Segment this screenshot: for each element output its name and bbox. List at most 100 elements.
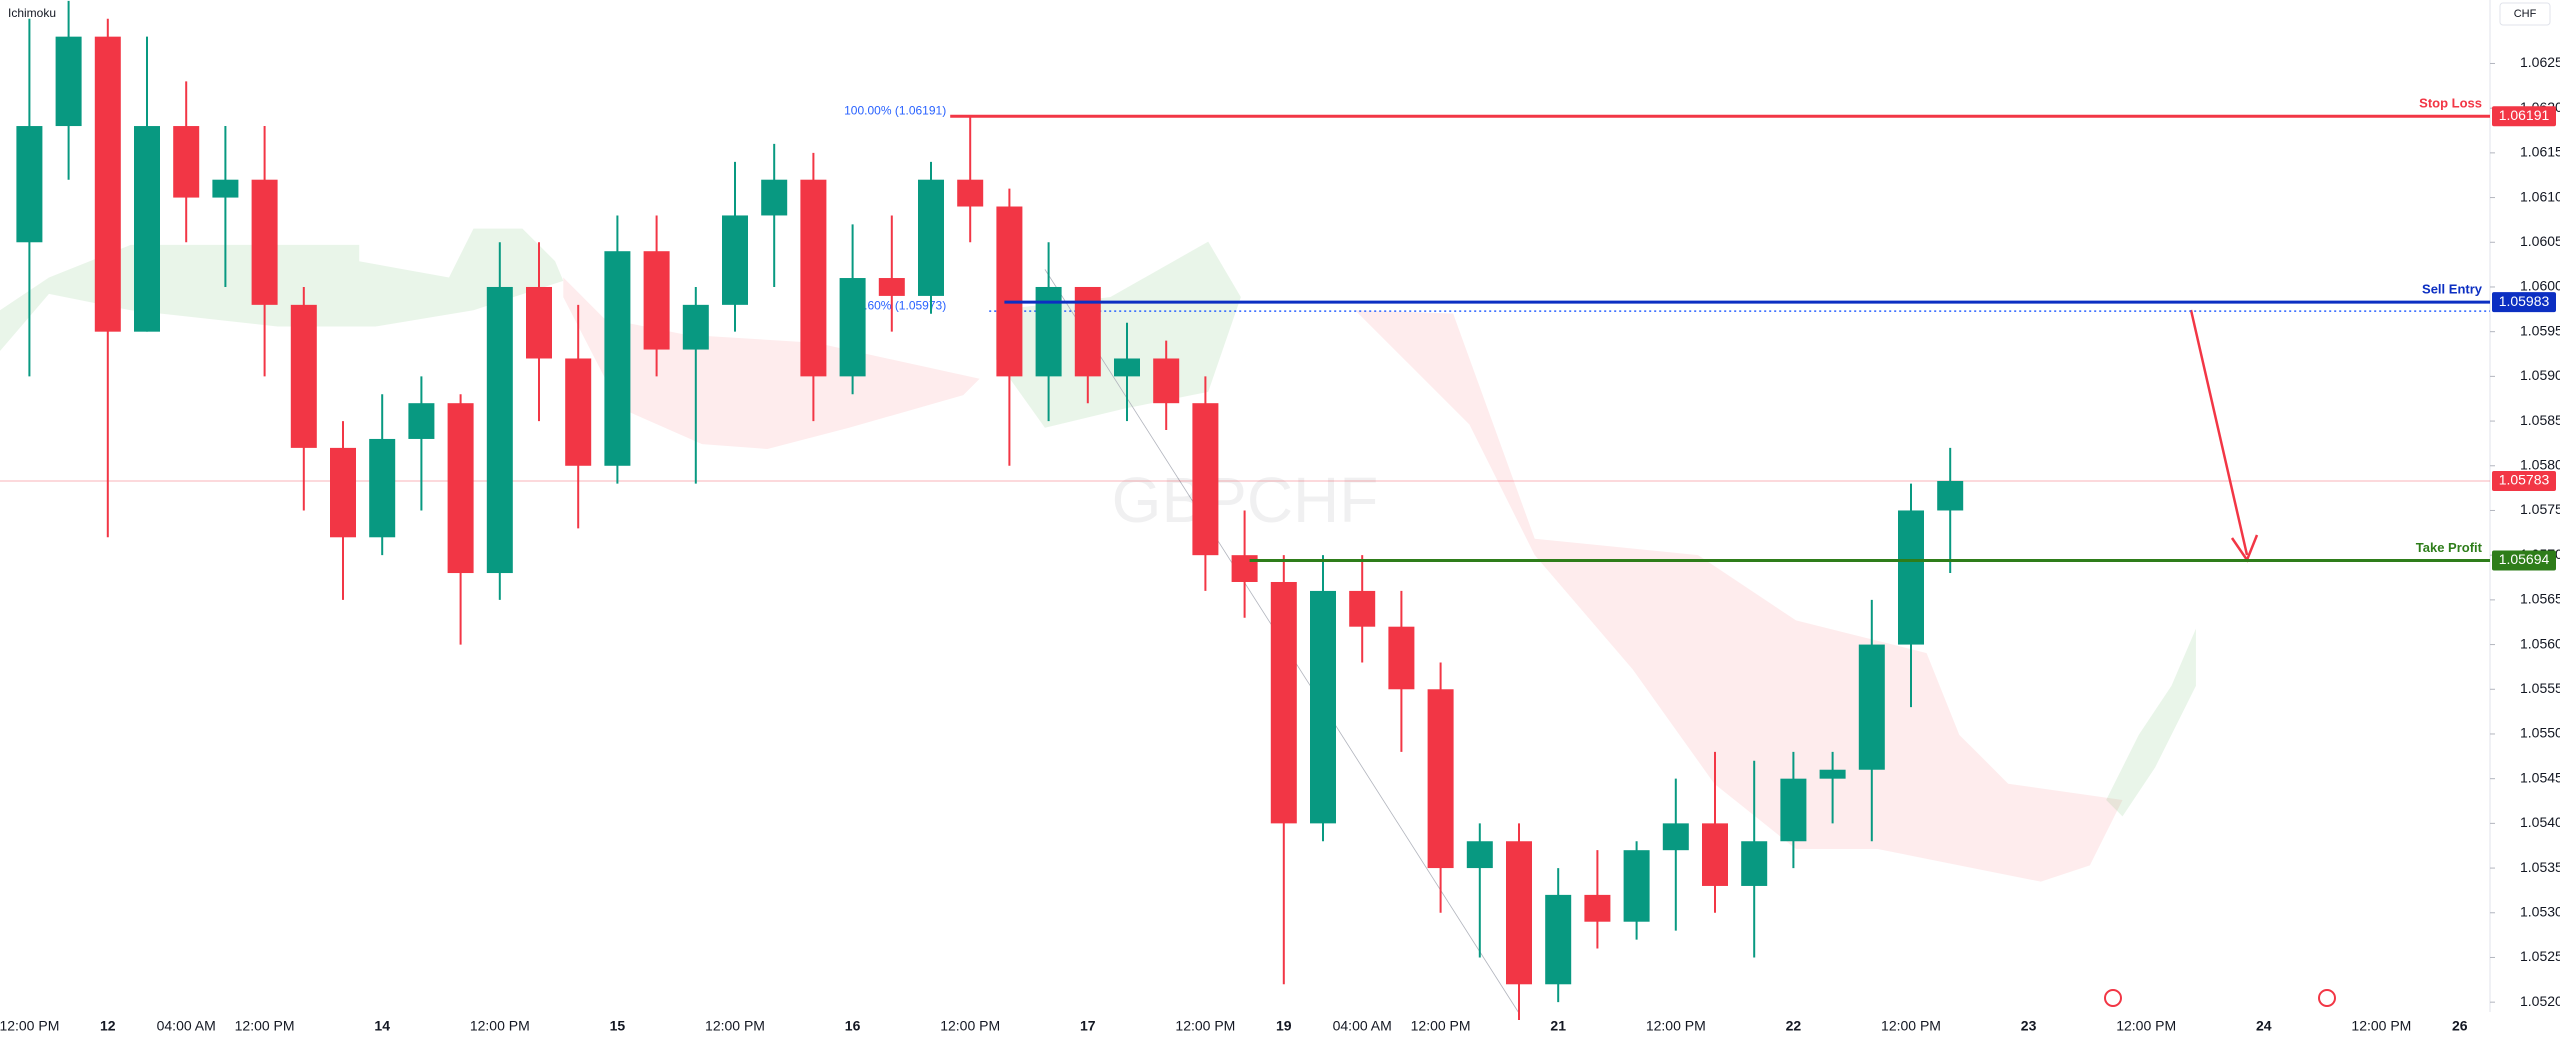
candle-body: [996, 206, 1023, 377]
event-icon[interactable]: [2104, 989, 2122, 1007]
candle-body: [408, 403, 435, 439]
currency: CHF: [2514, 8, 2537, 20]
candle-body: [173, 126, 200, 198]
x-tick-label: 21: [1550, 1018, 1566, 1034]
candle-body: [1819, 769, 1846, 779]
candle-body: [1074, 286, 1101, 377]
current-price-box: [2492, 470, 2556, 491]
candle-body: [16, 126, 43, 243]
candle-body: [212, 179, 239, 198]
candle-body: [1114, 358, 1140, 377]
candle-body: [1466, 841, 1493, 869]
fib-label: 100.00% (1.06191): [844, 103, 946, 117]
y-tick-label: 1.05350: [2520, 859, 2560, 875]
candle-body: [800, 179, 827, 377]
level-name: Stop Loss: [2419, 96, 2482, 111]
candle-body: [526, 286, 552, 359]
level-price-box: [2492, 550, 2556, 571]
x-tick-label: 15: [610, 1018, 626, 1034]
candle-body: [1035, 286, 1062, 377]
y-tick-label: 1.06150: [2520, 144, 2560, 160]
y-tick-label: 1.05400: [2520, 814, 2560, 830]
x-tick-label: 04:00 AM: [1333, 1018, 1392, 1034]
y-tick-label: 1.05550: [2520, 680, 2560, 696]
level-price-box: [2492, 292, 2556, 313]
level-price: 1.06191: [2499, 107, 2550, 123]
candle-body: [643, 251, 670, 350]
level-price: 1.05694: [2499, 551, 2550, 567]
candle-body: [1584, 894, 1611, 922]
y-tick-label: 1.05450: [2520, 769, 2560, 785]
y-tick-label: 1.05650: [2520, 591, 2560, 607]
candle-body: [1388, 626, 1415, 690]
candle-body: [330, 447, 356, 538]
x-tick-label: 12:00 PM: [0, 1018, 59, 1034]
x-tick-label: 04:00 AM: [157, 1018, 216, 1034]
y-tick-label: 1.05600: [2520, 635, 2560, 651]
candle-body: [1192, 403, 1219, 556]
level-price: 1.05983: [2499, 293, 2550, 309]
level-price-box: [2492, 106, 2556, 127]
candle-body: [1662, 823, 1689, 851]
candle-body: [1427, 689, 1454, 869]
x-tick-label: 16: [845, 1018, 861, 1034]
x-tick-label: 12: [100, 1018, 116, 1034]
sell-arrow: [2189, 309, 2259, 563]
candle-body: [957, 179, 984, 207]
level-name: Sell Entry: [2422, 282, 2483, 297]
y-tick-label: 1.05800: [2520, 456, 2560, 472]
x-tick-label: 12:00 PM: [1411, 1018, 1471, 1034]
candle-body: [1702, 823, 1728, 886]
candle-body: [722, 215, 748, 305]
candle-body: [878, 278, 905, 296]
y-tick-label: 1.05750: [2520, 501, 2560, 517]
y-tick-label: 1.06100: [2520, 188, 2560, 204]
x-tick-label: 12:00 PM: [1175, 1018, 1235, 1034]
candle-body: [604, 251, 631, 466]
fib-label: 78.60% (1.05973): [851, 298, 946, 312]
x-tick-label: 12:00 PM: [1646, 1018, 1706, 1034]
candle-body: [290, 304, 317, 448]
candle-body: [1898, 510, 1924, 645]
candle-body: [1545, 894, 1572, 985]
x-tick-label: 17: [1080, 1018, 1096, 1034]
event-icon[interactable]: [2318, 989, 2336, 1007]
candle-body: [1349, 590, 1376, 627]
x-tick-label: 19: [1276, 1018, 1292, 1034]
candle-body: [1310, 590, 1336, 824]
currency-button[interactable]: [2499, 2, 2551, 26]
candle-body: [1506, 841, 1532, 985]
x-tick-label: 26: [2452, 1018, 2468, 1034]
candle-body: [1937, 480, 1964, 511]
candle-body: [1780, 778, 1807, 842]
y-tick-label: 1.05850: [2520, 412, 2560, 428]
candle-body: [251, 179, 278, 305]
candle-body: [1858, 644, 1885, 770]
candle-body: [565, 358, 592, 466]
y-tick-label: 1.06000: [2520, 278, 2560, 294]
y-tick-label: 1.05500: [2520, 725, 2560, 741]
y-tick-label: 1.06050: [2520, 233, 2560, 249]
candle-body: [1623, 850, 1650, 922]
y-tick-label: 1.05250: [2520, 948, 2560, 964]
candle-body: [1153, 358, 1180, 404]
candle-body: [369, 438, 396, 538]
candle-body: [447, 403, 474, 574]
current-price-label: 1.05783: [2499, 472, 2550, 488]
candle-body: [839, 278, 866, 377]
candle-body: [55, 36, 82, 127]
y-tick-label: 1.05200: [2520, 993, 2560, 1009]
indicator-label: Ichimoku: [8, 6, 56, 20]
y-tick-label: 1.06250: [2520, 54, 2560, 70]
candle-body: [682, 304, 709, 350]
x-tick-label: 22: [1786, 1018, 1802, 1034]
candle-body: [761, 179, 788, 216]
y-tick-label: 1.05950: [2520, 322, 2560, 338]
candle-body: [918, 179, 944, 296]
x-tick-label: 12:00 PM: [1881, 1018, 1941, 1034]
x-tick-label: 12:00 PM: [2351, 1018, 2411, 1034]
candle-body: [1270, 581, 1297, 824]
level-name: Take Profit: [2416, 540, 2483, 555]
